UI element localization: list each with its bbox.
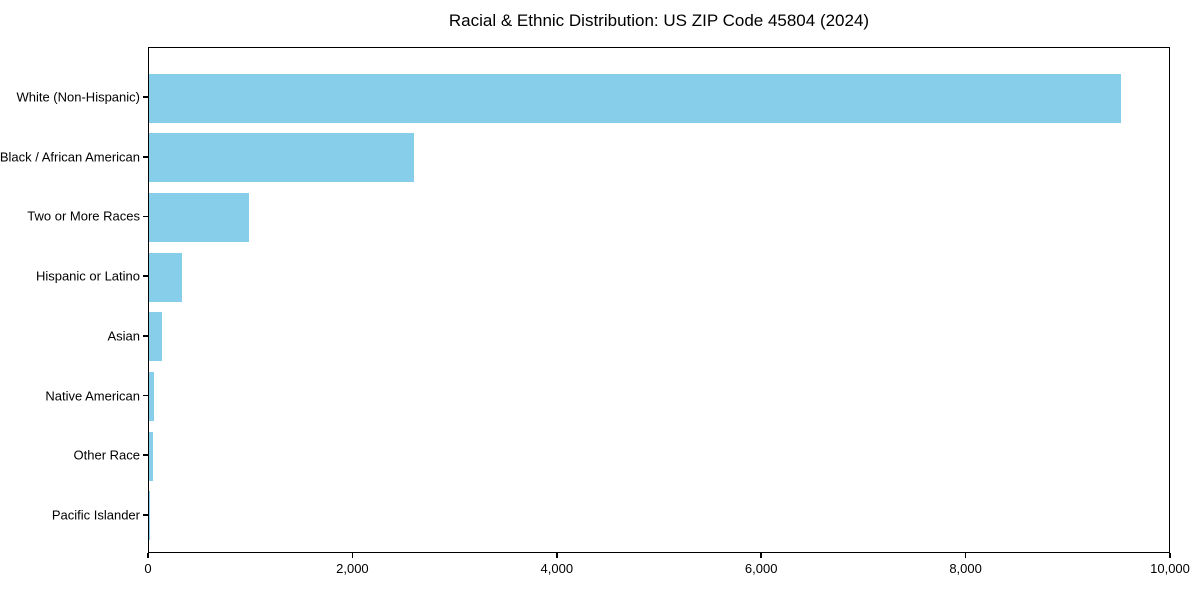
- y-tick-mark: [143, 454, 148, 457]
- y-tick-label: Black / African American: [0, 149, 140, 165]
- bar: [149, 372, 155, 421]
- y-tick-label: Pacific Islander: [51, 507, 140, 523]
- y-tick-mark: [143, 334, 148, 337]
- y-tick-label: Native American: [45, 388, 140, 403]
- y-tick-mark: [143, 155, 148, 158]
- x-tick-mark: [1169, 553, 1171, 558]
- x-tick-mark: [760, 553, 763, 558]
- y-tick-label: Asian: [107, 328, 140, 344]
- bar: [149, 491, 150, 541]
- bar: [149, 192, 250, 242]
- bar: [149, 312, 162, 362]
- x-tick-label: 6,000: [744, 561, 778, 576]
- bar: [149, 431, 153, 481]
- x-tick-mark: [964, 553, 967, 558]
- y-tick-mark: [143, 514, 148, 516]
- chart-title: Racial & Ethnic Distribution: US ZIP Cod…: [448, 11, 870, 30]
- x-tick-mark: [351, 553, 354, 558]
- x-tick-label: 10,000: [1150, 561, 1190, 576]
- x-tick-label: 8,000: [949, 561, 982, 576]
- y-tick-label: Two or More Races: [27, 208, 140, 224]
- plot-area: [148, 47, 1170, 553]
- bar: [149, 133, 414, 183]
- y-tick-label: White (Non-Hispanic): [16, 89, 140, 105]
- bar: [149, 252, 182, 302]
- y-tick-mark: [143, 96, 148, 98]
- y-tick-mark: [143, 394, 148, 397]
- bar: [149, 73, 1121, 123]
- y-tick-mark: [143, 215, 148, 218]
- y-tick-mark: [143, 275, 148, 277]
- x-tick-label: 0: [144, 561, 152, 576]
- y-tick-label: Hispanic or Latino: [35, 268, 140, 284]
- x-tick-label: 2,000: [336, 561, 369, 576]
- x-tick-mark: [555, 553, 558, 558]
- x-tick-mark: [147, 553, 149, 558]
- x-tick-label: 4,000: [540, 561, 574, 576]
- y-tick-label: Other Race: [73, 447, 140, 463]
